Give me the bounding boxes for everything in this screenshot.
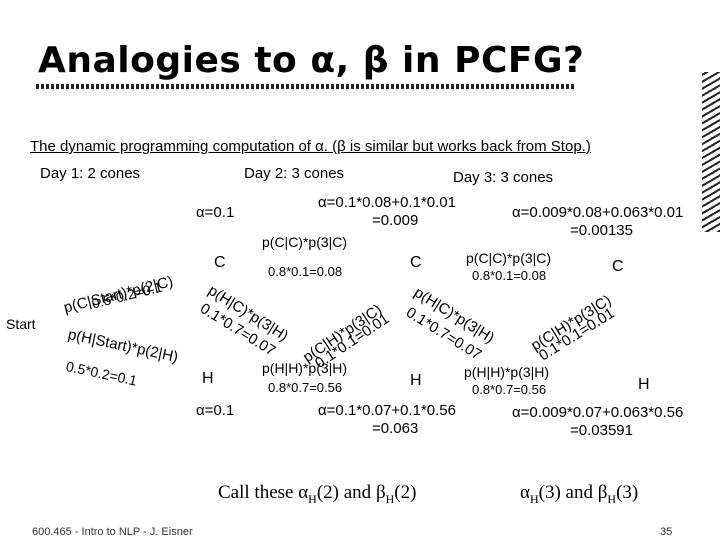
day3-alpha-c-value: =0.009 (372, 212, 419, 229)
start-h-edge-value: 0.5*0.2=0.1 (64, 358, 139, 389)
day4-node-c: C (612, 258, 624, 275)
day2-label: Day 2: 3 cones (244, 165, 345, 182)
day3-label: Day 3: 3 cones (453, 169, 554, 186)
callout2-arg3b: (3) (616, 482, 639, 503)
day3-alpha-c-expr: α=0.1*0.08+0.1*0.01 (318, 194, 456, 211)
callout2-alpha-sub: H (529, 491, 539, 506)
d3-cc-value: 0.8*0.1=0.08 (472, 268, 547, 283)
start-h-edge-label: p(H|Start)*p(2|H) (66, 326, 180, 366)
day1-label: Day 1: 2 cones (40, 165, 141, 182)
footer-credit: 600.465 - Intro to NLP - J. Eisner (32, 526, 193, 538)
callout-beta-sub: H (385, 491, 395, 506)
d2-hh-label: p(H|H)*p(3|H) (262, 360, 348, 376)
decorative-side-bar (702, 72, 720, 232)
day2-alpha-c: α=0.1 (196, 204, 235, 221)
day2-node-c: C (214, 254, 226, 271)
callout2-beta: β (597, 482, 608, 503)
callout-arg2: (2) (316, 482, 339, 503)
day3-node-h: H (410, 372, 422, 389)
callout2-arg3: (3) (538, 482, 561, 503)
day4-alpha-c-expr: α=0.009*0.08+0.063*0.01 (512, 204, 684, 221)
day4-node-h: H (638, 376, 650, 393)
day2-alpha-h: α=0.1 (196, 402, 235, 419)
callout-alpha-sub: H (308, 491, 317, 506)
day3-alpha-h-value: =0.063 (372, 420, 419, 437)
intro-text: The dynamic programming computation of α… (30, 138, 591, 155)
d2-hh-value: 0.8*0.7=0.56 (268, 380, 343, 395)
d3-cc-label: p(C|C)*p(3|C) (466, 250, 552, 266)
callout-arg2b: (2) (394, 482, 417, 503)
callout-prefix: Call these (218, 482, 299, 503)
day4-alpha-h-value: =0.03591 (570, 422, 633, 439)
callout2-alpha: α (520, 482, 530, 503)
callout-text-2: αH(3) and βH(3) (520, 482, 638, 507)
title-underline (36, 84, 576, 89)
page-number: 35 (660, 526, 673, 538)
d3-hh-value: 0.8*0.7=0.56 (472, 382, 547, 397)
day3-node-c: C (410, 254, 422, 271)
callout-beta: β (375, 482, 386, 503)
callout-and: and (339, 482, 376, 503)
slide-title: Analogies to α, β in PCFG? (38, 40, 585, 81)
day4-alpha-h-expr: α=0.009*0.07+0.063*0.56 (512, 404, 684, 421)
start-node: Start (6, 316, 36, 332)
d3-hh-label: p(H|H)*p(3|H) (464, 364, 550, 380)
d2-cc-value: 0.8*0.1=0.08 (268, 264, 343, 279)
d2-cc-label: p(C|C)*p(3|C) (262, 234, 348, 250)
day4-alpha-c-value: =0.00135 (570, 222, 633, 239)
callout-text: Call these αH(2) and βH(2) (218, 482, 416, 507)
day2-node-h: H (202, 370, 214, 387)
callout2-beta-sub: H (607, 491, 617, 506)
callout2-and: and (560, 482, 598, 503)
callout-alpha: α (298, 482, 309, 503)
day3-alpha-h-expr: α=0.1*0.07+0.1*0.56 (318, 402, 456, 419)
